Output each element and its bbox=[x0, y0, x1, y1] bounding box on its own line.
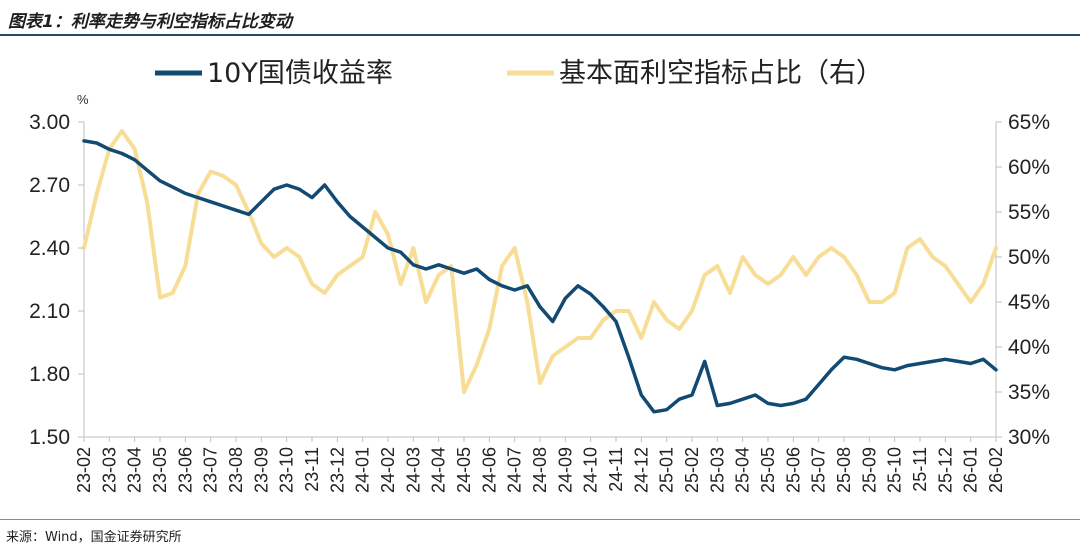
series-line-ratio bbox=[82, 129, 998, 394]
x-tick-label: 25-05 bbox=[758, 447, 778, 493]
y-right-tick-label: 55% bbox=[1008, 201, 1050, 224]
source-rule bbox=[0, 519, 1080, 520]
x-tick-label: 24-06 bbox=[479, 447, 499, 493]
x-tick-label: 25-06 bbox=[783, 447, 803, 493]
x-tick-label: 23-02 bbox=[74, 447, 94, 493]
x-tick-label: 24-12 bbox=[631, 447, 651, 493]
x-tick-label: 26-02 bbox=[986, 447, 1006, 493]
x-tick-label: 25-01 bbox=[657, 447, 677, 493]
x-tick-label: 24-02 bbox=[378, 447, 398, 493]
x-tick-label: 23-05 bbox=[150, 447, 170, 493]
y-left-tick-label: 2.40 bbox=[29, 237, 70, 260]
title-rule bbox=[0, 34, 1080, 36]
x-tick-label: 26-01 bbox=[961, 447, 981, 493]
y-right-tick-label: 65% bbox=[1008, 111, 1050, 134]
x-tick-label: 23-04 bbox=[125, 447, 145, 493]
y-left-tick-label: 2.10 bbox=[29, 300, 70, 323]
legend-label-yield: 10Y国债收益率 bbox=[207, 58, 393, 89]
x-tick-label: 23-12 bbox=[327, 447, 347, 493]
x-ticks: 23-02 23-03 23-04 23-05 23-06 23-07 23-08 23-09… bbox=[74, 437, 1006, 493]
x-tick-label: 24-11 bbox=[606, 447, 626, 492]
x-tick-label: 24-10 bbox=[581, 447, 601, 493]
legend-label-ratio: 基本面利空指标占比（右） bbox=[559, 58, 883, 89]
x-tick-label: 24-05 bbox=[454, 447, 474, 493]
x-tick-label: 23-03 bbox=[99, 447, 119, 493]
legend: 10Y国债收益率 基本面利空指标占比（右） bbox=[155, 58, 883, 89]
x-tick-label: 23-07 bbox=[201, 447, 221, 493]
y-left-tick-label: 1.80 bbox=[29, 363, 70, 386]
y-left-tick-label: 3.00 bbox=[29, 111, 70, 134]
x-tick-label: 25-02 bbox=[682, 447, 702, 493]
series-line-yield bbox=[82, 139, 998, 414]
x-tick-label: 23-06 bbox=[175, 447, 195, 493]
x-tick-label: 25-04 bbox=[733, 447, 753, 493]
y-left-tick-label: 1.50 bbox=[29, 426, 70, 449]
x-tick-label: 25-08 bbox=[834, 447, 854, 493]
chart-title: 图表1：利率走势与利空指标占比变动 bbox=[8, 12, 292, 32]
source-note: 来源：Wind，国金证券研究所 bbox=[6, 530, 182, 545]
y-left-unit: % bbox=[77, 92, 89, 107]
x-tick-label: 24-08 bbox=[530, 447, 550, 493]
x-tick-label: 24-03 bbox=[403, 447, 423, 493]
y-right-tick-label: 50% bbox=[1008, 246, 1050, 269]
y-left-ticks: 1.50 1.80 2.10 2.40 2.70 3.00 bbox=[29, 111, 84, 449]
x-tick-label: 24-07 bbox=[505, 447, 525, 493]
x-tick-label: 25-09 bbox=[859, 447, 879, 493]
y-right-tick-label: 45% bbox=[1008, 291, 1050, 314]
x-tick-label: 24-01 bbox=[353, 447, 373, 493]
y-right-tick-label: 30% bbox=[1008, 426, 1050, 449]
y-right-ticks: 30% 35% 40% 45% 50% 55% 60% 65% bbox=[996, 111, 1050, 449]
y-left-tick-label: 2.70 bbox=[29, 174, 70, 197]
x-tick-label: 25-11 bbox=[910, 447, 930, 492]
x-tick-label: 23-11 bbox=[302, 447, 322, 492]
x-tick-label: 25-12 bbox=[935, 447, 955, 493]
x-tick-label: 25-10 bbox=[885, 447, 905, 493]
y-right-tick-label: 35% bbox=[1008, 381, 1050, 404]
x-tick-label: 23-10 bbox=[277, 447, 297, 493]
x-tick-label: 25-03 bbox=[707, 447, 727, 493]
series-layer bbox=[82, 129, 998, 414]
x-tick-label: 23-08 bbox=[226, 447, 246, 493]
x-tick-label: 24-04 bbox=[429, 447, 449, 493]
y-right-tick-label: 60% bbox=[1008, 156, 1050, 179]
x-tick-label: 24-09 bbox=[555, 447, 575, 493]
y-right-tick-label: 40% bbox=[1008, 336, 1050, 359]
x-tick-label: 23-09 bbox=[251, 447, 271, 493]
x-tick-label: 25-07 bbox=[809, 447, 829, 493]
